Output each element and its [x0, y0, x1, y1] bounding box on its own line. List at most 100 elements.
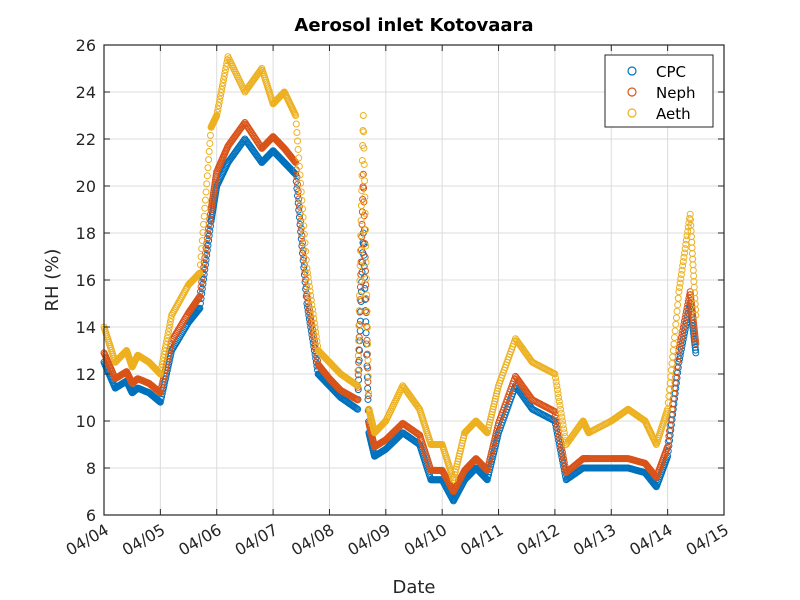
legend-label-cpc: CPC [656, 63, 686, 81]
interp-point [491, 435, 499, 443]
y-axis-label: RH (%) [42, 249, 63, 312]
interp-point [293, 185, 301, 193]
interp-point [297, 179, 305, 187]
interp-point [220, 72, 228, 80]
interp-point [304, 273, 312, 281]
interp-point [312, 328, 320, 336]
data-points [100, 53, 700, 505]
interp-point [361, 296, 369, 304]
interp-point [484, 426, 492, 434]
legend-label-aeth: Aeth [656, 105, 691, 123]
data-point [675, 288, 683, 296]
interp-point [198, 278, 206, 286]
interp-point [493, 425, 501, 433]
interp-point [307, 292, 315, 300]
y-tick-label: 12 [76, 365, 96, 384]
data-point [196, 269, 204, 277]
interp-point [296, 221, 304, 229]
interp-point [360, 144, 368, 152]
interp-point [301, 239, 309, 247]
interp-point [672, 373, 680, 381]
interp-point [673, 307, 681, 315]
interp-point [353, 405, 361, 413]
interp-point [678, 266, 686, 274]
interp-point [194, 271, 202, 279]
interp-point [218, 82, 226, 90]
interp-point [489, 405, 497, 413]
interp-point [692, 337, 700, 345]
data-point [292, 112, 300, 119]
interp-point [358, 233, 366, 241]
interp-point [667, 373, 675, 381]
interp-point [455, 452, 463, 460]
data-point [354, 382, 362, 390]
interp-point [159, 354, 167, 362]
interp-point [165, 328, 173, 336]
interp-point [361, 226, 369, 234]
interp-point [198, 245, 206, 253]
interp-point [364, 356, 372, 364]
data-point [213, 112, 221, 119]
interp-point [305, 283, 313, 291]
interp-point [559, 452, 567, 460]
interp-point [557, 450, 565, 458]
interp-point [676, 283, 684, 291]
interp-point [488, 408, 496, 416]
interp-point [666, 421, 674, 429]
interp-point [669, 347, 677, 354]
interp-point [682, 240, 690, 248]
interp-point [488, 410, 496, 418]
interp-point [205, 148, 213, 156]
interp-point [674, 357, 682, 365]
interp-point [680, 253, 688, 261]
interp-point [165, 324, 173, 332]
interp-point [553, 382, 561, 390]
interp-point [164, 331, 172, 339]
interp-point [665, 432, 673, 440]
interp-point [483, 466, 491, 474]
interp-point [453, 460, 461, 468]
interp-point [216, 95, 224, 103]
interp-point [358, 187, 366, 195]
interp-point [671, 379, 679, 387]
interp-point [309, 305, 317, 313]
interp-point [354, 352, 362, 360]
interp-point [486, 416, 494, 424]
interp-point [313, 337, 321, 345]
interp-point [364, 395, 372, 403]
interp-point [166, 318, 174, 326]
interp-point [206, 139, 214, 147]
interp-point [357, 232, 365, 240]
interp-point [558, 453, 566, 461]
interp-point [486, 453, 494, 461]
interp-point [485, 471, 493, 479]
interp-point [683, 232, 691, 240]
interp-point [680, 320, 688, 328]
interp-point [559, 421, 567, 429]
interp-point [557, 409, 565, 417]
interp-point [363, 373, 371, 381]
interp-point [355, 307, 363, 315]
interp-point [198, 237, 206, 245]
interp-point [491, 397, 499, 405]
interp-point [491, 432, 499, 440]
interp-point [363, 351, 371, 359]
interp-point [450, 473, 458, 481]
data-point [196, 304, 204, 312]
data-point [483, 429, 491, 437]
interp-point [674, 294, 682, 302]
series-aeth [100, 53, 700, 484]
y-tick-label: 10 [76, 412, 96, 431]
interp-point [221, 69, 229, 77]
interp-point [486, 456, 494, 464]
data-point [292, 159, 300, 166]
interp-point [483, 475, 491, 483]
data-point [196, 292, 204, 300]
interp-point [679, 324, 687, 332]
interp-point [203, 180, 211, 188]
interp-point [454, 457, 462, 465]
legend: CPC Neph Aeth [604, 54, 714, 128]
interp-point [215, 98, 223, 106]
interp-point [487, 413, 495, 421]
